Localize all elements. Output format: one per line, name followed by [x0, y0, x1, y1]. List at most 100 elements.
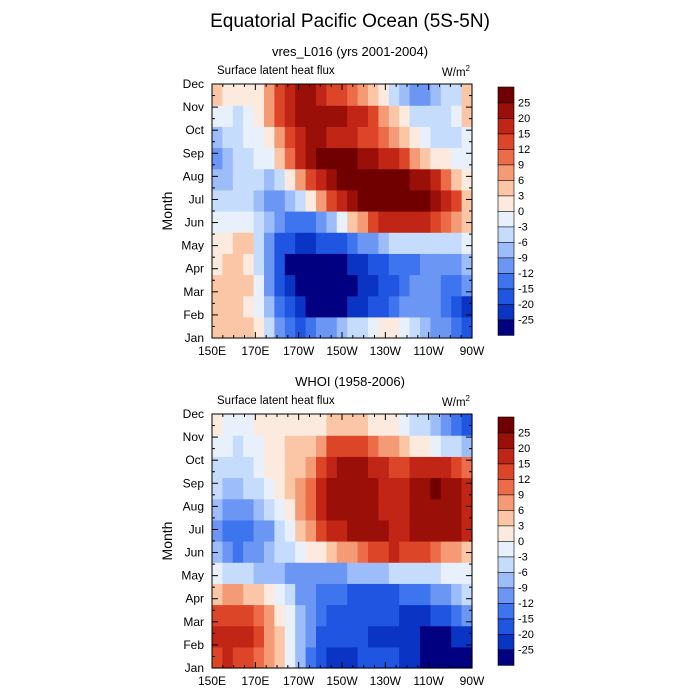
- heatmap-cell: [243, 562, 255, 584]
- heatmap-cell: [336, 414, 348, 436]
- heatmap-cell: [232, 232, 244, 254]
- heatmap-cell: [461, 583, 473, 606]
- heatmap-cell: [409, 625, 421, 648]
- x-tick-label: 110W: [413, 344, 444, 358]
- heatmap-cell: [253, 414, 265, 436]
- heatmap-cell: [420, 414, 431, 436]
- heatmap-cell: [347, 435, 359, 457]
- heatmap-cell: [295, 316, 307, 339]
- heatmap-cell: [368, 541, 379, 563]
- heatmap-cell: [316, 189, 327, 212]
- heatmap-cell: [253, 84, 265, 106]
- heatmap-cell: [253, 274, 265, 297]
- heatmap-cell: [451, 414, 463, 436]
- heatmap-cell: [409, 105, 421, 127]
- heatmap-cell: [253, 456, 265, 479]
- heatmap-cell: [243, 646, 255, 669]
- heatmap-cell: [243, 295, 255, 318]
- heatmap-cell: [336, 105, 348, 127]
- heatmap-cell: [347, 126, 359, 149]
- heatmap-cell: [305, 583, 317, 606]
- heatmap-cell: [232, 211, 244, 233]
- heatmap-cell: [243, 84, 255, 106]
- colorbar-segment: [497, 416, 515, 434]
- heatmap-cell: [274, 625, 286, 648]
- heatmap-cell: [316, 519, 327, 542]
- heatmap-cell: [295, 456, 307, 479]
- heatmap-cell: [461, 126, 473, 149]
- heatmap-cell: [284, 583, 296, 606]
- heatmap-cell: [420, 625, 431, 648]
- heatmap-cell: [420, 168, 431, 191]
- heatmap-cell: [451, 646, 463, 669]
- heatmap-cell: [222, 435, 234, 457]
- heatmap-cell: [264, 232, 275, 254]
- heatmap-cell: [378, 147, 390, 170]
- heatmap-cell: [326, 583, 338, 606]
- heatmap-cell: [336, 84, 348, 106]
- heatmap-cell: [368, 498, 379, 521]
- heatmap-cell: [222, 147, 234, 170]
- heatmap-cell: [295, 646, 307, 669]
- heatmap-cell: [461, 541, 473, 563]
- heatmap-cell: [232, 168, 244, 191]
- heatmap-cell: [388, 435, 400, 457]
- heatmap-cell: [388, 583, 400, 606]
- heatmap-cell: [316, 541, 327, 563]
- x-tick-label: 150W: [326, 344, 358, 358]
- heatmap-cell: [243, 519, 255, 542]
- heatmap-cell: [305, 295, 317, 318]
- heatmap-cell: [368, 435, 379, 457]
- heatmap-cell: [430, 498, 442, 521]
- heatmap-cell: [212, 498, 223, 521]
- y-tick-label: Jun: [185, 216, 204, 230]
- heatmap-cell: [222, 126, 234, 149]
- y-axis-label: Month: [159, 191, 175, 231]
- y-tick-label: Feb: [183, 308, 204, 322]
- heatmap-cell: [399, 253, 411, 276]
- heatmap-cell: [357, 211, 369, 233]
- heatmap-cell: [399, 604, 411, 627]
- colorbar-label: 25: [518, 428, 530, 440]
- colorbar-segment: [497, 241, 515, 259]
- heatmap-cell: [420, 295, 431, 318]
- heatmap-cell: [378, 414, 390, 436]
- heatmap-cell: [264, 316, 275, 339]
- heatmap-cell: [274, 562, 286, 584]
- heatmap-cell: [388, 316, 400, 339]
- colorbar-segment: [497, 618, 515, 635]
- heatmap-cell: [336, 211, 348, 233]
- heatmap-cell: [451, 435, 463, 457]
- heatmap-cell: [399, 105, 411, 127]
- heatmap-cell: [336, 147, 348, 170]
- heatmap-cell: [243, 541, 255, 563]
- heatmap-cell: [274, 414, 286, 436]
- heatmap-cell: [368, 274, 379, 297]
- heatmap-cell: [430, 625, 442, 648]
- heatmap-cell: [264, 541, 275, 563]
- heatmap-cell: [305, 168, 317, 191]
- heatmap-cell: [243, 456, 255, 479]
- heatmap-cell: [305, 316, 317, 339]
- heatmap-cell: [451, 211, 463, 233]
- heatmap-cell: [409, 295, 421, 318]
- heatmap-cell: [264, 253, 275, 276]
- heatmap-cell: [409, 147, 421, 170]
- heatmap-cell: [368, 295, 379, 318]
- heatmap-cell: [284, 295, 296, 318]
- heatmap-cell: [420, 189, 431, 212]
- heatmap-cell: [440, 498, 452, 521]
- heatmap-cell: [347, 274, 359, 297]
- heatmap-cell: [264, 295, 275, 318]
- heatmap-cell: [451, 232, 463, 254]
- heatmap-cell: [243, 583, 255, 606]
- heatmap-cell: [378, 646, 390, 669]
- heatmap-cell: [368, 519, 379, 542]
- heatmap-cell: [461, 84, 473, 106]
- heatmap-cell: [368, 646, 379, 669]
- heatmap-cell: [451, 316, 463, 339]
- heatmap-cell: [212, 147, 223, 170]
- heatmap-cell: [378, 625, 390, 648]
- panel-subtitle: WHOI (1958-2006): [295, 374, 405, 389]
- heatmap-cell: [409, 168, 421, 191]
